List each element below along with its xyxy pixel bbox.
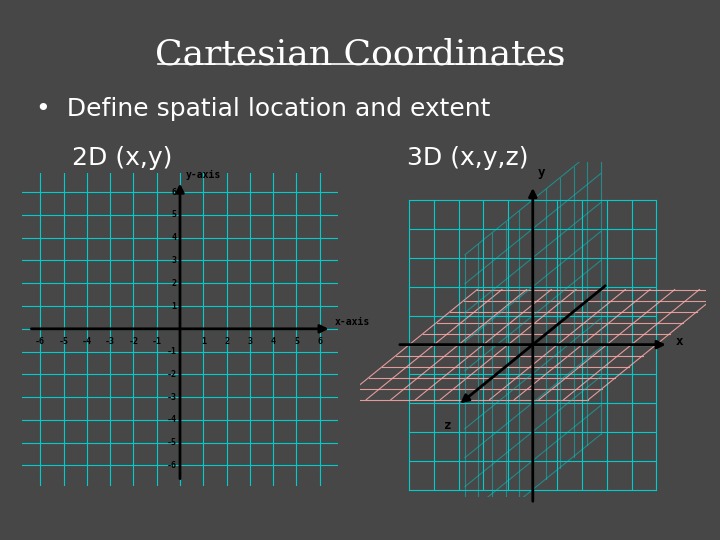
Text: -6: -6 bbox=[166, 461, 176, 470]
Text: •  Define spatial location and extent: • Define spatial location and extent bbox=[36, 97, 490, 121]
Text: 1: 1 bbox=[171, 301, 176, 310]
Text: x: x bbox=[676, 335, 683, 348]
Text: -6: -6 bbox=[35, 337, 45, 346]
Text: 5: 5 bbox=[171, 211, 176, 219]
Text: -1: -1 bbox=[152, 337, 162, 346]
Text: 2: 2 bbox=[224, 337, 229, 346]
Text: -3: -3 bbox=[105, 337, 115, 346]
Text: x-axis: x-axis bbox=[335, 318, 370, 327]
Text: 3D (x,y,z): 3D (x,y,z) bbox=[408, 146, 528, 170]
Text: -3: -3 bbox=[166, 393, 176, 402]
Text: y-axis: y-axis bbox=[186, 170, 221, 180]
Text: 2D (x,y): 2D (x,y) bbox=[72, 146, 173, 170]
Text: 4: 4 bbox=[271, 337, 276, 346]
Text: y: y bbox=[538, 166, 545, 179]
Text: 3: 3 bbox=[171, 256, 176, 265]
Text: 6: 6 bbox=[318, 337, 323, 346]
Text: 3: 3 bbox=[248, 337, 253, 346]
Text: -5: -5 bbox=[166, 438, 176, 447]
Text: 4: 4 bbox=[171, 233, 176, 242]
Text: 2: 2 bbox=[171, 279, 176, 288]
Text: -5: -5 bbox=[58, 337, 68, 346]
Text: 1: 1 bbox=[201, 337, 206, 346]
Text: -4: -4 bbox=[82, 337, 92, 346]
Text: Cartesian Coordinates: Cartesian Coordinates bbox=[155, 38, 565, 72]
Text: z: z bbox=[444, 420, 451, 433]
Text: -1: -1 bbox=[166, 347, 176, 356]
Text: -4: -4 bbox=[166, 415, 176, 424]
Text: -2: -2 bbox=[128, 337, 138, 346]
Text: -2: -2 bbox=[166, 370, 176, 379]
Text: 6: 6 bbox=[171, 188, 176, 197]
Text: 5: 5 bbox=[294, 337, 299, 346]
